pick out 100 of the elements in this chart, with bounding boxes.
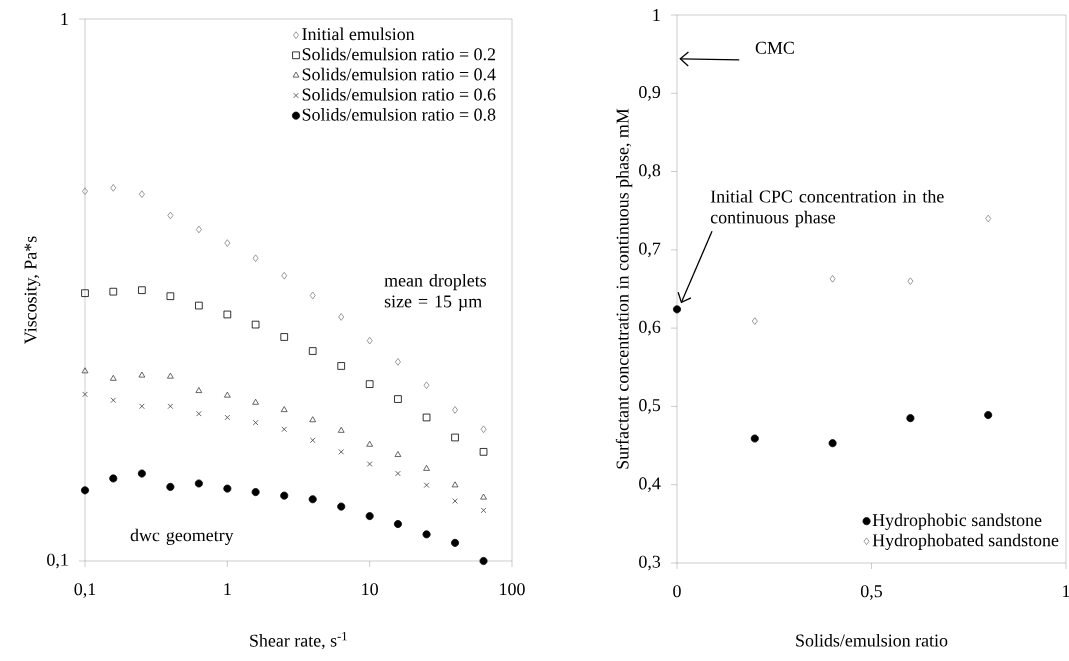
- legend-label: Initial emulsion: [302, 27, 415, 41]
- point: [751, 317, 758, 325]
- y-tick-label: 0,6: [639, 320, 661, 336]
- point: [195, 225, 202, 234]
- point: [423, 482, 430, 488]
- point: [480, 425, 487, 434]
- y-tick-label: 0,8: [639, 164, 661, 179]
- point: [394, 451, 402, 457]
- x-axis-title: Solids/emulsion ratio: [796, 633, 948, 647]
- point: [337, 426, 345, 433]
- annotation: dwc geometry: [130, 528, 234, 545]
- point: [338, 313, 345, 321]
- point: [224, 414, 231, 421]
- point: [223, 391, 231, 398]
- point: [82, 391, 88, 398]
- point: [422, 530, 431, 539]
- point: [138, 286, 146, 294]
- y-tick-label: 0,5: [639, 399, 661, 414]
- point: [309, 437, 316, 444]
- point: [167, 372, 174, 379]
- point: [195, 387, 203, 393]
- y-tick-label: 0,9: [639, 85, 661, 101]
- point: [281, 271, 288, 280]
- legend-label: Hydrophobic sandstone: [872, 513, 1042, 530]
- legend-label: Solids/emulsion ratio = 0.4: [302, 67, 496, 81]
- point: [281, 426, 288, 433]
- y-axis-title: Viscosity, Pa*s: [24, 236, 41, 344]
- point: [393, 520, 402, 529]
- point: [365, 512, 374, 521]
- point: [110, 184, 117, 192]
- point: [451, 433, 459, 442]
- point: [309, 416, 317, 423]
- point: [81, 289, 89, 297]
- point: [223, 310, 232, 319]
- point: [829, 275, 836, 283]
- x-tick-label: 1: [224, 583, 231, 595]
- point: [251, 320, 260, 329]
- point: [479, 556, 488, 565]
- point: [223, 484, 232, 493]
- x-tick-label: 1: [1063, 585, 1069, 597]
- point: [138, 190, 145, 199]
- legend-label: Solids/emulsion ratio = 0.8: [302, 108, 496, 121]
- point: [423, 464, 430, 471]
- x-tick-label: 0,5: [860, 585, 883, 600]
- point: [81, 367, 89, 374]
- point: [337, 362, 345, 370]
- point: [251, 488, 260, 497]
- point: [480, 493, 487, 500]
- point: [224, 239, 231, 247]
- point: [109, 287, 118, 296]
- point: [252, 254, 259, 262]
- legend-label: Solids/emulsion ratio = 0.2: [302, 47, 496, 61]
- point: [139, 403, 145, 410]
- point: [452, 406, 458, 414]
- legend-label: Hydrophobated sandstone: [872, 533, 1059, 551]
- legend-label: Solids/emulsion ratio = 0.6: [302, 87, 496, 101]
- point: [907, 277, 914, 285]
- point: [423, 381, 430, 390]
- point: [309, 291, 316, 300]
- point: [280, 333, 289, 341]
- point: [109, 474, 118, 483]
- x-tick-label: 0: [673, 585, 681, 598]
- point: [81, 486, 90, 495]
- point: [673, 305, 681, 314]
- point: [984, 411, 993, 420]
- y-tick-label: 0,7: [639, 242, 661, 258]
- point: [338, 449, 345, 455]
- point: [166, 482, 175, 491]
- y-axis-title: Surfactant concentration in continuous phase, mM: [615, 108, 633, 469]
- x-tick-label: 0,1: [74, 583, 96, 598]
- point: [479, 448, 488, 456]
- point: [195, 301, 203, 310]
- point: [366, 461, 373, 467]
- point: [828, 439, 837, 448]
- point: [194, 479, 203, 488]
- point: [452, 498, 458, 504]
- annotation: CMC: [755, 41, 794, 54]
- point: [167, 211, 174, 220]
- point: [109, 374, 117, 381]
- point: [451, 538, 460, 547]
- point: [137, 469, 146, 478]
- point: [110, 397, 117, 404]
- point: [422, 413, 431, 422]
- point: [451, 481, 459, 488]
- point: [395, 470, 401, 477]
- point: [480, 507, 487, 514]
- annotation: Initial CPC concentration in the continuous phase: [710, 189, 944, 228]
- x-axis-title: Shear rate, s$^{-1}$: [250, 632, 347, 650]
- point: [252, 398, 259, 405]
- point: [138, 371, 146, 378]
- point: [985, 214, 992, 223]
- y-tick-label: 0,3: [639, 555, 661, 571]
- point: [308, 495, 317, 504]
- y-tick-label: 1: [653, 9, 660, 21]
- point: [167, 403, 174, 410]
- point: [366, 336, 373, 345]
- point: [366, 440, 374, 447]
- point: [906, 414, 915, 423]
- point: [365, 380, 374, 388]
- point: [337, 502, 346, 511]
